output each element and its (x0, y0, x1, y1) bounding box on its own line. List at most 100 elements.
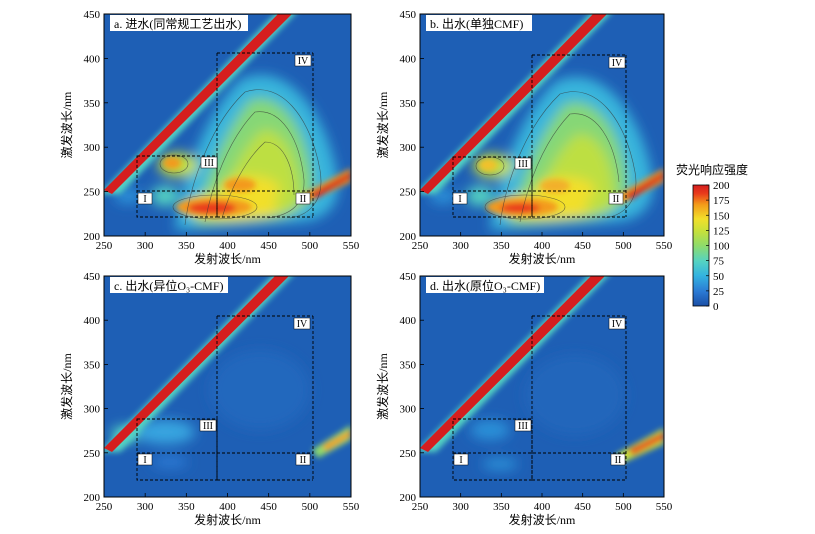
panel-d-peak-2 (482, 458, 518, 470)
panel-c-xtick-label: 350 (178, 501, 195, 513)
panel-b-region-iii: III (518, 159, 528, 170)
panel-c-peak-2 (152, 456, 188, 468)
panel-a-ytick-label: 400 (84, 53, 101, 65)
colorbar-tick-label: 175 (713, 195, 730, 207)
panel-c-xtick-label: 300 (137, 501, 154, 513)
panel-c-peak-1 (135, 420, 195, 444)
panel-a-rayleigh-scatter (104, 14, 296, 194)
panel-d-xlabel: 发射波长/nm (509, 512, 576, 527)
panel-d-ytick-label: 250 (400, 448, 417, 460)
colorbar-tick-label: 125 (713, 225, 730, 237)
panel-a-xtick-label: 550 (343, 240, 360, 252)
panel-a-ytick-label: 350 (84, 98, 101, 110)
panel-b-ytick-label: 200 (400, 231, 417, 243)
panel-a-region-i: I (143, 194, 146, 205)
panel-b-heatmap (420, 14, 664, 236)
panel-d-xtick-label: 450 (574, 501, 591, 513)
panel-c-xtick-label: 250 (96, 501, 113, 513)
panel-b-axes: 250 300 350 400 450 500 550200250300350400450发… (375, 9, 673, 266)
panel-c: 250 300 350 400 450 500 550200250300350400450发… (59, 271, 360, 527)
panel-d-xtick-label: 500 (615, 501, 632, 513)
panel-c-xtick-label: 450 (260, 501, 277, 513)
panel-b-peak-3 (540, 179, 570, 193)
panel-a-ytick-label: 300 (84, 142, 101, 154)
colorbar-tick-label: 25 (713, 286, 725, 298)
panel-d-ytick-label: 350 (400, 359, 417, 371)
panel-d-xtick-label: 400 (534, 501, 551, 513)
panel-c-xtick-label: 500 (302, 501, 319, 513)
panel-d-ytick-label: 200 (400, 492, 417, 504)
panel-c-ytick-label: 350 (84, 359, 101, 371)
panel-b-ytick-label: 250 (400, 187, 417, 199)
panel-c-ytick-label: 200 (84, 492, 101, 504)
colorbar-tick-label: 200 (713, 180, 730, 192)
panel-b-ytick-label: 450 (400, 9, 417, 21)
colorbar-tick-label: 75 (713, 256, 725, 268)
panel-a-ytick-label: 450 (84, 9, 101, 21)
panel-c-ylabel: 激发波长/nm (59, 353, 74, 420)
panel-a-xtick-label: 250 (96, 240, 113, 252)
panel-a-regions (136, 52, 314, 218)
colorbar-tick-label: 0 (713, 301, 719, 313)
panel-b-region-i: I (458, 194, 461, 205)
panel-b-xtick-label: 550 (656, 240, 673, 252)
panel-b-region-iv: IV (612, 58, 623, 69)
region-box-iii (136, 155, 218, 218)
panel-d-label: d. 出水(原位O₃-CMF) (430, 278, 540, 293)
panel-c-region-iv: IV (297, 319, 308, 330)
panel-b-xtick-label: 300 (452, 240, 469, 252)
panel-a-xtick-label: 500 (302, 240, 319, 252)
panel-a-peak-3 (224, 178, 256, 192)
panel-a-axes: 250 300 350 400 450 500 550200250300350400450发… (59, 9, 360, 266)
panel-a-peak-2 (163, 157, 181, 169)
panel-c-ytick-label: 250 (84, 448, 101, 460)
colorbar-title: 荧光响应强度 (676, 162, 748, 177)
panel-d-region-iv: IV (612, 319, 623, 330)
panel-c-ytick-label: 400 (84, 315, 101, 327)
panel-b-peak-2 (479, 159, 497, 171)
panel-b-xtick-label: 500 (615, 240, 632, 252)
panel-b-xtick-label: 400 (534, 240, 551, 252)
panel-a-region-labels: I II III IV (137, 54, 312, 205)
panel-a-xtick-label: 400 (219, 240, 236, 252)
panel-c-ytick-label: 300 (84, 404, 101, 416)
panel-c-xtick-label: 400 (219, 501, 236, 513)
panel-a-region-iii: III (204, 158, 214, 169)
panel-b-xlabel: 发射波长/nm (509, 251, 576, 266)
panel-b-xtick-label: 250 (412, 240, 429, 252)
panel-d-xtick-label: 250 (412, 501, 429, 513)
panel-d-ylabel: 激发波长/nm (375, 353, 390, 420)
panel-a-ytick-label: 250 (84, 187, 101, 199)
panel-a-ylabel: 激发波长/nm (59, 91, 74, 158)
panel-d-rayleigh-scatter (420, 276, 609, 452)
colorbar: 荧光响应强度 0 25 50 75 100 125 150 175 200 (676, 162, 748, 313)
panel-d-region-iii: III (518, 421, 528, 432)
panel-a-label-bg (110, 15, 248, 31)
panel-a-xtick-label: 300 (137, 240, 154, 252)
panel-d-axes: 250 300 350 400 450 500 550200250300350400450发… (375, 271, 673, 527)
panel-b-label: b. 出水(单独CMF) (430, 17, 523, 31)
panel-c-label: c. 出水(异位O₃-CMF) (114, 278, 224, 293)
panel-d-region-i: I (459, 455, 462, 466)
panel-b-ytick-label: 300 (400, 142, 417, 154)
panel-b-region-ii: II (613, 194, 620, 205)
panel-a-xtick-label: 350 (178, 240, 195, 252)
panel-c-xlabel: 发射波长/nm (194, 512, 261, 527)
panel-c-axes: 250 300 350 400 450 500 550200250300350400450发… (59, 271, 360, 527)
panel-b-ylabel: 激发波长/nm (375, 91, 390, 158)
panel-a-label: a. 进水(同常规工艺出水) (114, 16, 241, 31)
panel-d-xtick-label: 350 (493, 501, 510, 513)
panel-a-peak-1-core (188, 202, 236, 214)
panel-a-xlabel: 发射波长/nm (194, 251, 261, 266)
panel-b-xtick-label: 450 (574, 240, 591, 252)
panel-b-ytick-label: 400 (400, 53, 417, 65)
panel-b-ytick-label: 350 (400, 98, 417, 110)
panel-d-ytick-label: 300 (400, 404, 417, 416)
panel-d-peak-1 (470, 420, 510, 440)
panel-d-ytick-label: 400 (400, 315, 417, 327)
panel-c-rayleigh-scatter (104, 276, 293, 452)
panel-a: 250 300 350 400 450 500 550200250300350400450发… (59, 9, 360, 266)
colorbar-tick-label: 150 (713, 210, 730, 222)
panel-c-ytick-label: 450 (84, 271, 101, 283)
panel-d-ytick-label: 450 (400, 271, 417, 283)
